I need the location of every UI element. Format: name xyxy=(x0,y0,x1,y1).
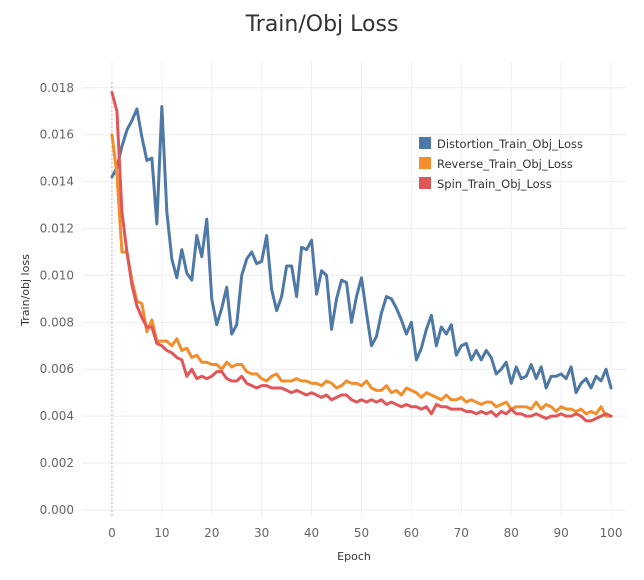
y-axis-label: Train/obj loss xyxy=(19,254,32,327)
legend-label: Spin_Train_Obj_Loss xyxy=(437,177,552,191)
y-tick-label: 0.010 xyxy=(40,268,74,282)
x-tick-label: 20 xyxy=(204,526,219,540)
y-tick-label: 0.008 xyxy=(40,315,74,329)
y-tick-label: 0.000 xyxy=(40,503,74,517)
x-tick-label: 100 xyxy=(600,526,623,540)
grid-lines xyxy=(82,62,626,517)
x-tick-label: 80 xyxy=(504,526,519,540)
x-axis-ticks: 0 10 20 30 40 50 60 70 80 90 100 xyxy=(108,526,622,540)
x-tick-label: 10 xyxy=(154,526,169,540)
series-lines xyxy=(110,90,613,423)
chart-title: Train/Obj Loss xyxy=(245,12,399,37)
legend-swatch xyxy=(419,157,431,169)
x-axis-label: Epoch xyxy=(337,550,371,563)
y-tick-label: 0.016 xyxy=(40,128,74,142)
y-tick-label: 0.012 xyxy=(40,222,74,236)
x-tick-label: 60 xyxy=(404,526,419,540)
y-axis-ticks: 0.000 0.002 0.004 0.006 0.008 0.010 0.012 0.014… xyxy=(40,81,74,517)
series-line-2 xyxy=(110,90,613,423)
y-tick-label: 0.004 xyxy=(40,409,74,423)
x-tick-label: 0 xyxy=(108,526,116,540)
legend-label: Distortion_Train_Obj_Loss xyxy=(437,137,583,151)
y-tick-label: 0.018 xyxy=(40,81,74,95)
series-line-1 xyxy=(110,133,613,418)
x-tick-label: 40 xyxy=(304,526,319,540)
legend-swatch xyxy=(419,177,431,189)
legend-swatch xyxy=(419,137,431,149)
y-tick-label: 0.006 xyxy=(40,362,74,376)
x-tick-label: 30 xyxy=(254,526,269,540)
x-tick-label: 50 xyxy=(354,526,369,540)
series-line-0 xyxy=(110,105,613,395)
y-tick-label: 0.014 xyxy=(40,175,74,189)
x-tick-label: 70 xyxy=(454,526,469,540)
legend: Distortion_Train_Obj_Loss Reverse_Train_O… xyxy=(419,137,583,191)
legend-label: Reverse_Train_Obj_Loss xyxy=(437,157,573,171)
y-tick-label: 0.002 xyxy=(40,456,74,470)
x-tick-label: 90 xyxy=(553,526,568,540)
